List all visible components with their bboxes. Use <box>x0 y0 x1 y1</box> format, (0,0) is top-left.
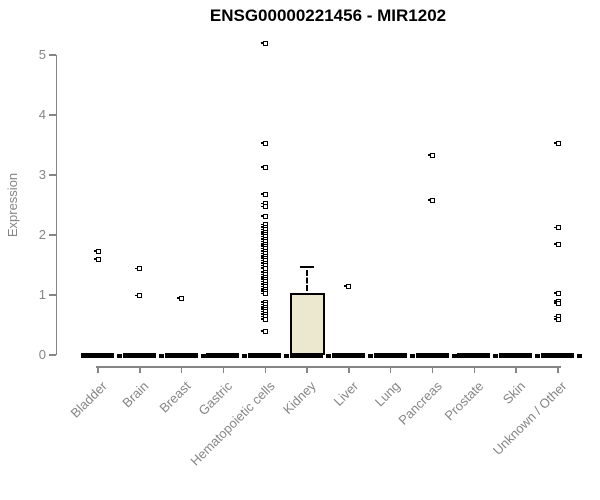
median-bar-nub <box>367 354 373 358</box>
whisker-cap <box>300 265 315 268</box>
y-axis-line <box>55 55 57 355</box>
outlier-point <box>553 225 561 231</box>
y-tick <box>49 354 56 356</box>
y-tick <box>49 234 56 236</box>
y-tick <box>49 174 56 176</box>
median-bar-nub <box>158 354 164 358</box>
x-tick <box>264 366 267 373</box>
y-axis-label: Expression <box>5 172 20 238</box>
outlier-point <box>93 248 101 254</box>
x-tick <box>306 366 308 373</box>
x-tick <box>389 366 392 373</box>
median-bar-nub <box>535 354 541 358</box>
outlier-point <box>260 213 268 219</box>
outlier-point <box>553 140 561 146</box>
y-tick-label: 3 <box>38 167 46 182</box>
x-tick <box>180 366 183 373</box>
x-axis-label: Liver <box>330 378 361 409</box>
outlier-point <box>177 295 185 301</box>
outlier-point <box>553 300 561 306</box>
y-tick <box>49 114 56 116</box>
x-axis-line <box>96 366 561 368</box>
y-tick-label: 4 <box>38 107 46 122</box>
x-tick <box>473 366 476 373</box>
outlier-point <box>260 140 268 146</box>
x-axis-label: Gastric <box>195 378 236 419</box>
median-bar <box>331 353 365 358</box>
x-axis-label: Unknown / Other <box>490 378 570 458</box>
outlier-point <box>260 40 268 46</box>
y-tick-label: 2 <box>38 227 46 242</box>
median-bar <box>415 353 449 358</box>
outlier-point <box>93 256 101 262</box>
median-bar <box>248 353 282 358</box>
outlier-point <box>260 204 268 210</box>
y-tick <box>49 54 56 56</box>
outlier-point <box>260 291 268 297</box>
median-bar <box>290 353 324 358</box>
x-axis-label: Brain <box>119 378 152 411</box>
y-tick <box>49 294 56 296</box>
x-axis-label: Breast <box>156 378 194 416</box>
outlier-point <box>260 191 268 197</box>
x-axis-label: Lung <box>371 378 403 410</box>
chart-title: ENSG00000221456 - MIR1202 <box>209 6 447 25</box>
x-tick <box>348 366 350 373</box>
median-bar <box>122 353 156 358</box>
outlier-point <box>135 266 143 272</box>
median-bar <box>81 353 114 358</box>
median-bar-nub <box>326 354 332 358</box>
median-bar-nub <box>409 354 415 358</box>
median-bar-nub <box>242 354 248 358</box>
y-tick-label: 1 <box>38 287 46 302</box>
median-bar-nub <box>200 354 206 358</box>
outlier-point <box>260 328 268 334</box>
outlier-point <box>553 241 561 247</box>
x-tick <box>222 366 225 373</box>
outlier-point <box>428 197 436 203</box>
median-bar <box>457 353 491 358</box>
outlier-point <box>260 164 268 170</box>
median-bar-nub <box>117 354 122 358</box>
x-tick <box>139 366 141 373</box>
outlier-point <box>260 316 268 322</box>
x-tick <box>431 366 434 373</box>
whisker-line <box>306 269 309 292</box>
x-axis-label: Skin <box>499 378 529 407</box>
box <box>289 293 325 355</box>
y-tick-label: 0 <box>38 347 46 362</box>
median-bar-nub <box>577 354 582 358</box>
x-tick <box>97 366 99 373</box>
x-axis-label: Kidney <box>280 378 320 418</box>
x-axis-label: Prostate <box>441 378 487 424</box>
median-bar <box>164 353 198 358</box>
x-axis-label: Bladder <box>67 378 110 421</box>
median-bar <box>499 353 533 358</box>
median-bar <box>541 353 574 358</box>
x-tick <box>557 366 559 373</box>
median-bar <box>373 353 407 358</box>
median-bar-nub <box>284 354 290 358</box>
outlier-point <box>553 290 561 296</box>
outlier-point <box>428 152 436 158</box>
x-axis-label: Pancreas <box>395 378 445 428</box>
median-bar <box>206 353 240 358</box>
median-bar-nub <box>493 354 499 358</box>
x-tick <box>515 366 517 373</box>
median-bar-nub <box>451 354 457 358</box>
y-tick-label: 5 <box>38 47 46 62</box>
outlier-point <box>135 293 143 299</box>
outlier-point <box>344 283 352 289</box>
outlier-point <box>553 316 561 322</box>
